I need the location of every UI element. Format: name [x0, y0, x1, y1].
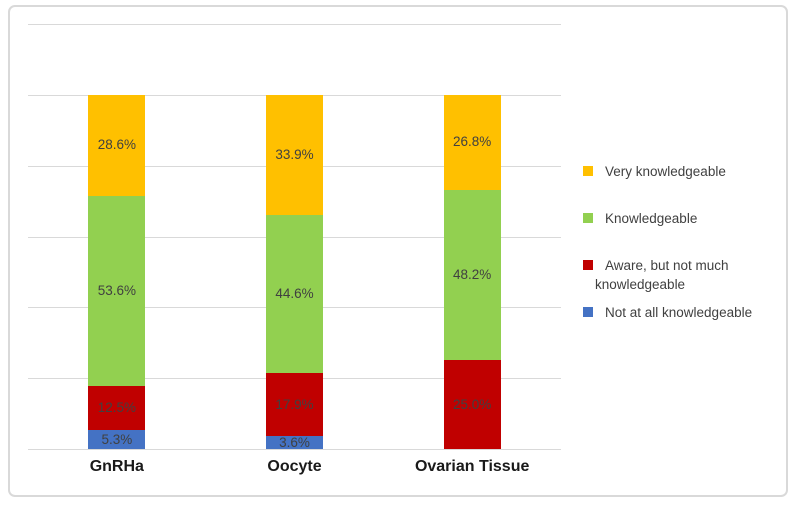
bar-segment: 33.9%	[266, 94, 323, 215]
category-label-oocyte: Oocyte	[267, 458, 322, 475]
bar-segment: 26.8%	[443, 94, 501, 190]
category-label-ovarian-tissue: Ovarian Tissue	[414, 458, 530, 475]
data-label: 17.9%	[275, 396, 314, 412]
bar-segment: 17.9%	[266, 372, 323, 437]
data-label: 12.5%	[97, 400, 136, 416]
x-axis-category-row: GnRHa Oocyte Ovarian Tissue	[28, 458, 561, 484]
bar-segment: 3.6%	[266, 434, 323, 450]
legend-label: Knowledgeable	[605, 211, 698, 226]
data-label: 26.8%	[453, 134, 492, 150]
bar-segment: 48.2%	[443, 189, 501, 361]
legend-label: Not at all knowledgeable	[605, 305, 753, 320]
data-label: 53.6%	[97, 283, 136, 299]
legend-item-very-knowledgeable: Very knowledgeable	[583, 162, 785, 181]
bar-segment: 53.6%	[88, 196, 146, 386]
gridline-120pct	[28, 24, 561, 25]
data-label: 5.3%	[101, 431, 133, 447]
stacked-bar-gnrha: 28.6% 53.6% 12.5% 5.3%	[88, 94, 146, 449]
data-label: 25.0%	[453, 396, 492, 412]
bar-segment: 25.0%	[443, 360, 501, 449]
stacked-bar-oocyte: 33.9% 44.6% 17.9% 3.6%	[266, 94, 323, 450]
legend-item-aware-not-much: Aware, but not much knowledgeable	[583, 256, 785, 294]
data-label: 44.6%	[275, 285, 314, 301]
plot-area: 28.6% 53.6% 12.5% 5.3% 33.9% 44.6% 17.9% 3.6% 26…	[28, 24, 561, 450]
legend-swatch-icon	[583, 166, 593, 176]
legend-item-knowledgeable: Knowledgeable	[583, 209, 785, 228]
legend-swatch-icon	[583, 260, 593, 270]
legend-label: Very knowledgeable	[605, 164, 726, 179]
legend-swatch-icon	[583, 213, 593, 223]
data-label: 48.2%	[453, 267, 492, 283]
bar-segment: 28.6%	[88, 94, 146, 197]
bar-segment: 44.6%	[266, 214, 323, 373]
legend-swatch-icon	[583, 307, 593, 317]
data-label: 3.6%	[279, 434, 310, 450]
data-label: 33.9%	[275, 146, 314, 162]
data-label: 28.6%	[97, 137, 136, 153]
gridline-0pct	[28, 449, 561, 450]
bar-segment: 12.5%	[88, 385, 146, 431]
legend-label: Aware, but not much knowledgeable	[595, 258, 729, 292]
stacked-bar-ovarian-tissue: 26.8% 48.2% 25.0%	[443, 94, 501, 449]
legend-item-not-at-all: Not at all knowledgeable	[583, 303, 785, 322]
bar-segment: 5.3%	[88, 430, 146, 449]
category-label-gnrha: GnRHa	[89, 458, 144, 475]
